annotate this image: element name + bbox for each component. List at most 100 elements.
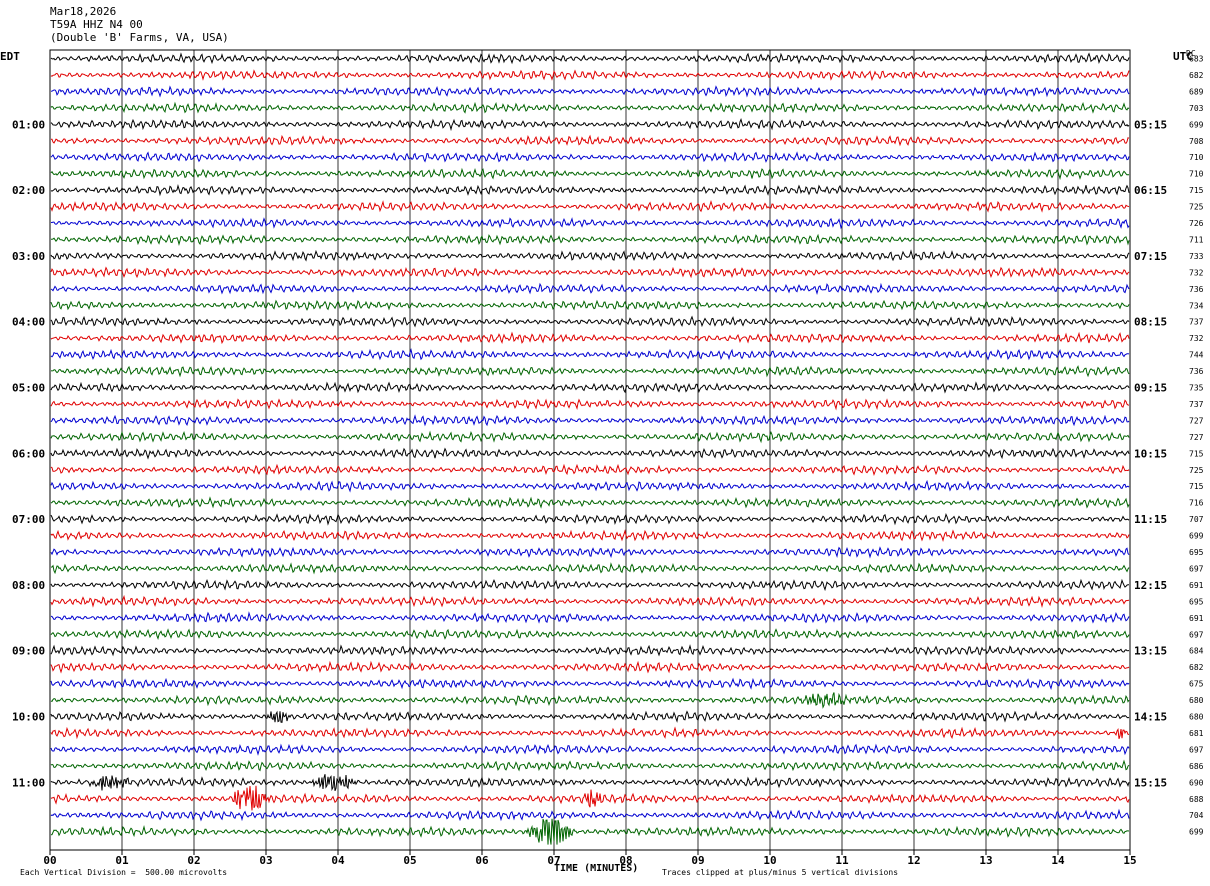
dc-offset-label: 682 xyxy=(1189,663,1204,672)
left-hour-label: 09:00 xyxy=(12,645,45,658)
dc-offset-label: 736 xyxy=(1189,367,1204,376)
left-hour-label: 01:00 xyxy=(12,118,45,131)
dc-offset-label: 690 xyxy=(1189,778,1204,787)
left-hour-label: 08:00 xyxy=(12,579,45,592)
dc-offset-label: 675 xyxy=(1189,680,1204,689)
dc-offset-label: 695 xyxy=(1189,597,1204,606)
x-tick-label: 08 xyxy=(619,854,632,867)
header-location: (Double 'B' Farms, VA, USA) xyxy=(50,31,229,44)
right-hour-label: 15:15 xyxy=(1134,776,1167,789)
trace-row-14 xyxy=(50,282,1130,295)
x-tick-label: 09 xyxy=(691,854,704,867)
right-timezone-label: UTC xyxy=(1173,50,1193,63)
scale-note: Each Vertical Division = 500.00 microvol… xyxy=(20,868,228,877)
dc-offset-label: 737 xyxy=(1189,400,1204,409)
dc-offset-label: 697 xyxy=(1189,745,1204,754)
dc-offset-label: 744 xyxy=(1189,351,1204,360)
trace-row-38 xyxy=(50,677,1130,690)
right-hour-label: 09:15 xyxy=(1134,382,1167,395)
trace-row-33 xyxy=(50,594,1130,608)
dc-offset-label: 704 xyxy=(1189,811,1204,820)
trace-row-42 xyxy=(50,743,1130,756)
trace-row-15 xyxy=(50,299,1130,311)
trace-row-24 xyxy=(50,447,1130,460)
left-hour-label: 04:00 xyxy=(12,316,45,329)
dc-offset-label: 725 xyxy=(1189,466,1204,475)
x-tick-label: 05 xyxy=(403,854,416,867)
x-tick-label: 01 xyxy=(115,854,129,867)
dc-offset-label: 733 xyxy=(1189,252,1204,261)
trace-row-27 xyxy=(50,496,1130,509)
dc-offset-label: 715 xyxy=(1189,449,1204,458)
trace-row-4 xyxy=(50,118,1130,132)
dc-offset-label: 684 xyxy=(1189,647,1204,656)
trace-row-36 xyxy=(50,644,1130,657)
left-hour-label: 03:00 xyxy=(12,250,45,263)
x-tick-label: 06 xyxy=(475,854,489,867)
trace-row-20 xyxy=(50,381,1130,394)
right-hour-label: 06:15 xyxy=(1134,184,1167,197)
dc-offset-label: 734 xyxy=(1189,301,1204,310)
dc-offset-label: 725 xyxy=(1189,203,1204,212)
dc-label: DC xyxy=(1186,49,1196,58)
right-hour-label: 10:15 xyxy=(1134,447,1167,460)
trace-row-11 xyxy=(50,233,1130,246)
trace-row-21 xyxy=(50,398,1130,411)
trace-row-8 xyxy=(50,184,1130,197)
x-tick-label: 12 xyxy=(907,854,920,867)
x-tick-label: 03 xyxy=(259,854,272,867)
left-hour-label: 07:00 xyxy=(12,513,45,526)
dc-offset-label: 716 xyxy=(1189,499,1204,508)
trace-row-7 xyxy=(50,167,1130,181)
x-tick-label: 10 xyxy=(763,854,776,867)
right-hour-label: 11:15 xyxy=(1134,513,1167,526)
x-tick-label: 07 xyxy=(547,854,560,867)
trace-row-30 xyxy=(50,546,1130,559)
dc-offset-label: 710 xyxy=(1189,153,1204,162)
trace-row-23 xyxy=(50,430,1130,444)
right-hour-label: 05:15 xyxy=(1134,118,1167,131)
dc-offset-label: 683 xyxy=(1189,55,1204,64)
dc-offset-label: 688 xyxy=(1189,795,1204,804)
trace-row-9 xyxy=(50,200,1130,213)
dc-offset-label: 715 xyxy=(1189,186,1204,195)
dc-offset-label: 708 xyxy=(1189,137,1204,146)
trace-row-29 xyxy=(50,529,1130,542)
trace-row-13 xyxy=(50,266,1130,279)
dc-offset-label: 732 xyxy=(1189,268,1204,277)
trace-row-5 xyxy=(51,134,1130,147)
right-hour-label: 08:15 xyxy=(1134,316,1167,329)
dc-offset-label: 686 xyxy=(1189,762,1204,771)
x-tick-label: 02 xyxy=(187,854,200,867)
trace-row-19 xyxy=(50,365,1130,378)
trace-row-34 xyxy=(50,611,1130,624)
trace-row-44 xyxy=(50,774,1130,792)
dc-offset-label: 681 xyxy=(1189,729,1204,738)
trace-row-35 xyxy=(50,628,1130,640)
left-hour-label: 10:00 xyxy=(12,711,45,724)
trace-row-2 xyxy=(50,85,1130,98)
trace-row-46 xyxy=(50,808,1130,822)
x-tick-label: 15 xyxy=(1123,854,1136,867)
dc-offset-label: 680 xyxy=(1189,713,1204,722)
x-tick-label: 14 xyxy=(1051,854,1065,867)
header-date: Mar18,2026 xyxy=(50,5,117,18)
dc-offset-label: 699 xyxy=(1189,120,1204,129)
trace-row-12 xyxy=(50,249,1130,262)
trace-row-37 xyxy=(50,660,1130,674)
dc-offset-label: 727 xyxy=(1189,416,1204,425)
dc-offset-label: 682 xyxy=(1189,71,1204,80)
dc-offset-label: 697 xyxy=(1189,630,1204,639)
dc-offset-label: 699 xyxy=(1189,532,1204,541)
trace-row-25 xyxy=(50,463,1130,476)
trace-row-10 xyxy=(50,217,1130,230)
dc-offset-label: 726 xyxy=(1189,219,1204,228)
right-hour-label: 12:15 xyxy=(1134,579,1167,592)
right-hour-label: 07:15 xyxy=(1134,250,1167,263)
x-tick-label: 13 xyxy=(979,854,992,867)
plot-frame xyxy=(49,49,1131,851)
trace-row-26 xyxy=(50,479,1130,493)
trace-row-1 xyxy=(50,69,1130,82)
dc-offset-label: 737 xyxy=(1189,318,1204,327)
